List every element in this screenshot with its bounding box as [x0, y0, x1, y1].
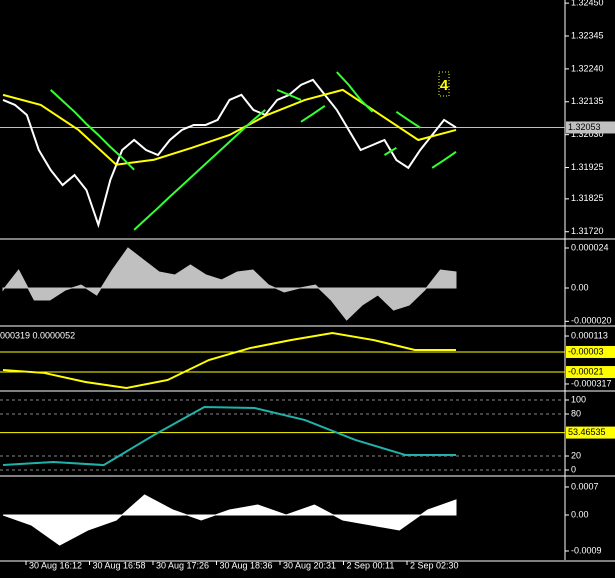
y-tick-label: -0.000317	[571, 378, 612, 388]
y-tick-label: -0.000020	[571, 316, 612, 326]
indicator-line	[2, 88, 457, 166]
y-tick-label: 1.32135	[571, 96, 604, 106]
time-label: 30 Aug 16:58	[93, 560, 146, 570]
level-label-box	[566, 345, 615, 358]
y-tick-label: -0.0009	[571, 545, 602, 555]
y-tick-label: 1.32240	[571, 63, 604, 73]
time-label: 2 Sep 02:30	[410, 560, 459, 570]
level-label: -0.00003	[568, 346, 604, 356]
y-tick-label: 0.0007	[571, 481, 599, 491]
y-tick-label: 0.000024	[571, 242, 609, 252]
y-tick-label: 0	[571, 464, 576, 474]
level-label-box	[566, 366, 615, 379]
y-tick-label: 1.31720	[571, 226, 604, 236]
indicator-line	[133, 105, 457, 231]
indicator-line	[2, 332, 456, 390]
time-label: 30 Aug 20:31	[283, 560, 336, 570]
y-tick-label: 1.32030	[571, 129, 604, 139]
level-label-box	[566, 426, 615, 439]
indicator-line	[2, 405, 456, 467]
indicator-line	[50, 71, 421, 171]
time-label: 2 Sep 00:11	[347, 560, 395, 570]
y-tick-label: 0.000113	[571, 330, 608, 340]
y-tick-label: 80	[571, 408, 581, 418]
y-tick-label: 1.32450	[571, 0, 604, 8]
y-tick-label: 1.31925	[571, 162, 604, 172]
time-label: 30 Aug 16:12	[29, 560, 82, 570]
histogram-area	[2, 494, 457, 546]
level-label: 53.46535	[568, 427, 606, 437]
y-tick-label: 0.00	[571, 509, 589, 519]
level-label: 1.32053	[568, 122, 601, 132]
pane-title: 000319 0.0000052	[0, 330, 75, 340]
level-label: -0.00021	[568, 366, 604, 376]
time-label: 30 Aug 17:26	[156, 560, 209, 570]
annotation: 4	[440, 77, 449, 94]
y-tick-label: 0.00	[571, 282, 589, 292]
level-label-box	[566, 121, 615, 134]
time-label: 30 Aug 18:36	[220, 560, 273, 570]
y-tick-label: 1.32345	[571, 30, 604, 40]
y-tick-label: 100	[571, 394, 586, 404]
histogram-area	[2, 247, 457, 321]
annotation-box	[438, 71, 450, 97]
y-tick-label: 20	[571, 450, 581, 460]
indicator-line	[2, 78, 457, 229]
y-tick-label: 1.31825	[571, 193, 604, 203]
